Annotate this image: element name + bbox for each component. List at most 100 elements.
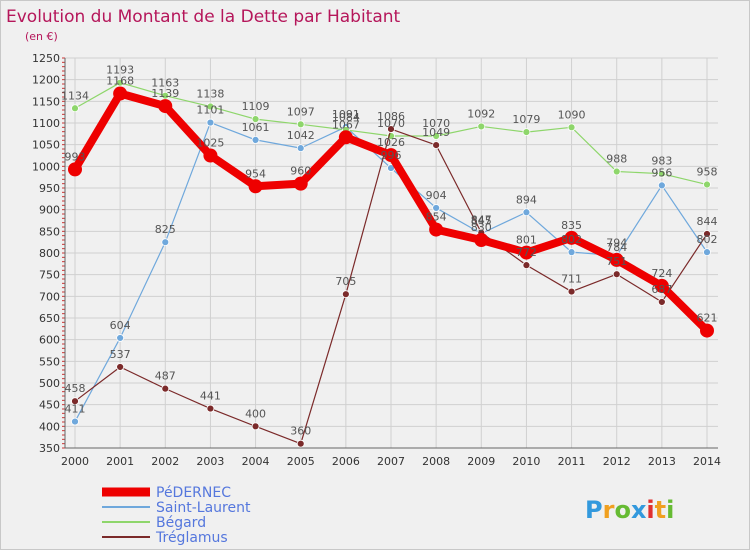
data-label: 411 [65,403,86,416]
data-point [338,130,353,145]
data-label: 894 [516,193,537,206]
y-tick-label: 850 [39,225,60,238]
y-tick-label: 450 [39,399,60,412]
data-point [564,230,579,245]
legend-label: PéDERNEC [156,485,231,501]
data-point [161,238,170,247]
data-label: 801 [516,234,537,247]
data-point [251,135,260,144]
data-label: 845 [471,215,492,228]
data-point [522,261,531,270]
data-point [251,422,260,431]
y-tick-label: 550 [39,355,60,368]
data-label: 1084 [332,111,360,124]
data-label: 724 [651,267,672,280]
data-point [477,122,486,131]
data-label: 784 [606,241,627,254]
logo-letter: P [585,496,603,524]
data-point [474,233,489,247]
data-label: 802 [697,233,718,246]
x-tick-label: 2007 [377,455,405,468]
y-tick-label: 600 [39,334,60,347]
data-label: 1070 [377,117,405,130]
data-point [206,118,215,127]
data-point [657,298,666,306]
logo-letter: i [646,496,654,524]
data-label: 1193 [106,64,134,77]
data-point [296,439,305,448]
data-point [384,148,398,163]
data-label: 1086 [377,110,405,123]
chart-subtitle: (en €) [25,30,58,43]
data-label: 705 [335,275,356,288]
data-label: 711 [561,273,582,286]
x-tick-label: 2013 [648,455,676,468]
data-label: 802 [561,233,582,246]
data-label: 1168 [106,75,134,88]
logo-letter: t [655,496,666,524]
data-label: 1138 [196,88,224,101]
data-point [161,384,170,393]
data-label: 1026 [377,136,405,149]
data-point [567,248,576,257]
x-tick-label: 2000 [61,455,89,468]
y-tick-label: 1100 [32,117,60,130]
data-label: 604 [110,319,131,332]
logo-letter: x [631,496,647,524]
x-tick-label: 2010 [512,455,540,468]
data-label: 794 [606,237,627,250]
data-point [251,115,260,123]
x-tick-label: 2002 [151,455,179,468]
data-point [293,176,308,191]
y-tick-label: 1000 [32,160,60,173]
data-point [432,132,441,140]
data-point [703,180,711,189]
data-point [567,123,576,132]
data-point [116,78,125,87]
data-label: 1067 [332,118,360,131]
legend-label: Saint-Laurent [156,500,251,516]
y-tick-label: 500 [39,377,60,390]
y-tick-label: 800 [39,247,60,260]
data-label: 960 [290,165,311,178]
data-label: 996 [381,149,402,162]
y-tick-label: 1200 [32,74,60,87]
data-point [113,86,128,101]
data-point [71,417,79,426]
data-point [432,204,441,212]
data-label: 983 [651,155,672,168]
x-tick-label: 2014 [693,455,721,468]
data-point [387,125,395,133]
data-label: 1090 [558,108,586,121]
data-point [116,363,125,371]
proxiti-logo: Proxiti [585,496,674,524]
y-tick-label: 750 [39,269,60,282]
data-point [567,287,576,296]
data-label: 844 [697,215,718,228]
data-label: 1091 [332,108,360,121]
x-tick-label: 2011 [558,455,586,468]
data-point [71,104,79,113]
data-point [703,248,711,257]
data-label: 904 [426,189,447,202]
data-label: 1101 [196,104,224,117]
data-label: 988 [606,153,627,166]
data-label: 830 [471,221,492,234]
data-label: 993 [65,150,86,163]
data-point [522,208,531,217]
data-label: 1025 [196,137,224,150]
data-label: 360 [290,425,311,438]
logo-letter: r [603,496,615,524]
data-point [206,102,215,111]
data-point [612,270,621,279]
logo-letter: o [614,496,631,524]
data-point [68,162,82,177]
y-tick-label: 1250 [32,52,60,65]
data-label: 1139 [151,87,179,100]
y-tick-label: 400 [39,420,60,433]
data-point [519,245,534,260]
data-label: 751 [606,255,627,268]
legend-label: Bégard [156,515,206,531]
